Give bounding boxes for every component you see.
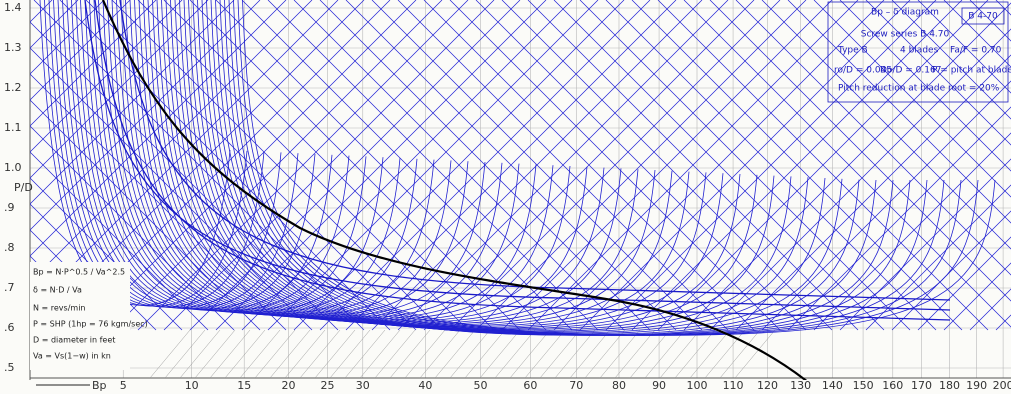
- legend-va: Va = Vs(1−w) in kn: [33, 352, 111, 361]
- title-reduction-note: Pitch reduction at blade root = 20%: [838, 84, 1000, 94]
- x-tick-label: 190: [966, 379, 987, 392]
- y-tick-label: .8: [4, 241, 15, 254]
- x-tick-label: 40: [418, 379, 432, 392]
- y-tick-label: .7: [4, 281, 15, 294]
- title-blades: 4 blades: [900, 46, 939, 56]
- title-series: Screw series B 4.70: [861, 30, 950, 40]
- title-code: B 4-70: [968, 12, 998, 22]
- x-tick-label: 60: [523, 379, 537, 392]
- y-tick-label: 1.1: [4, 121, 22, 134]
- x-tick-label: 120: [757, 379, 778, 392]
- x-tick-label: 100: [687, 379, 708, 392]
- title-heading: Bp – δ diagram: [871, 8, 939, 18]
- x-tick-label: 180: [939, 379, 960, 392]
- diagram: 5 10 15 20 25 30 40 50 60 70 80 90 100 110 120 130 140 15…: [0, 0, 1011, 394]
- x-tick-label: 200: [993, 379, 1011, 392]
- x-tick-label: 80: [612, 379, 626, 392]
- x-tick-label: 15: [237, 379, 251, 392]
- x-tick-label: 90: [652, 379, 666, 392]
- y-tick-label: .5: [4, 361, 15, 374]
- y-tick-label: .9: [4, 201, 15, 214]
- title-area-ratio: Fa/F = 0.70: [950, 46, 1002, 56]
- x-tick-label: 130: [790, 379, 811, 392]
- x-tick-label: 160: [882, 379, 903, 392]
- legend-n: N = revs/min: [33, 304, 86, 313]
- legend-delta: δ = N·D / Va: [33, 286, 82, 295]
- x-tick-label: 30: [356, 379, 370, 392]
- x-tick-label: 5: [120, 379, 127, 392]
- title-pitch-note: P = pitch at blade tip: [932, 66, 1011, 76]
- x-tick-label: 140: [822, 379, 843, 392]
- y-axis-label: P/D: [14, 181, 33, 194]
- x-tick-label: 170: [911, 379, 932, 392]
- x-tick-label: 70: [569, 379, 583, 392]
- x-axis-label: Bp: [92, 379, 107, 392]
- legend-d: D = diameter in feet: [33, 336, 115, 345]
- y-tick-label: 1.4: [4, 1, 22, 14]
- x-tick-label: 20: [281, 379, 295, 392]
- legend-p: P = SHP (1hp = 76 kgm/sec): [33, 320, 148, 329]
- x-tick-label: 150: [853, 379, 874, 392]
- title-type: Type B: [837, 46, 868, 56]
- y-tick-label: 1.3: [4, 41, 22, 54]
- y-tick-label: .6: [4, 321, 15, 334]
- x-tick-label: 110: [723, 379, 744, 392]
- x-tick-label: 25: [321, 379, 335, 392]
- page: { "axes": { "x_label": "Bp", "x_ticks": …: [0, 0, 1011, 394]
- x-tick-label: 50: [474, 379, 488, 392]
- y-tick-label: 1.2: [4, 81, 22, 94]
- y-tick-label: 1.0: [4, 161, 22, 174]
- legend-bp: Bp = N·P^0.5 / Va^2.5: [33, 268, 125, 277]
- x-tick-label: 10: [185, 379, 199, 392]
